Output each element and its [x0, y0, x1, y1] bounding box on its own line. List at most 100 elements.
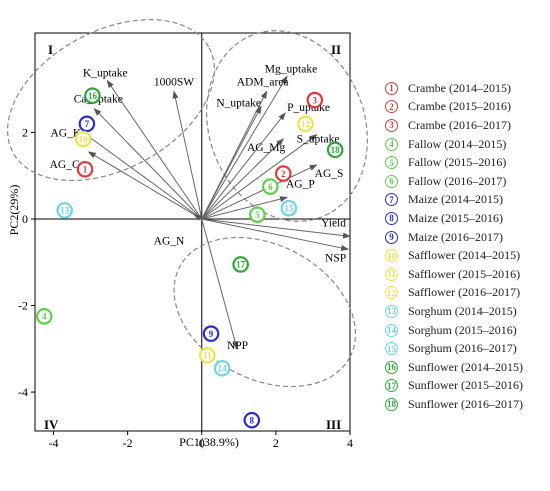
- vector-label: AG_K: [51, 128, 82, 140]
- x-tick-label: 4: [347, 436, 353, 450]
- axis-ticks: -4 -2 0 2 4 -4 -2 0 2: [18, 126, 353, 451]
- legend-marker: 1: [385, 81, 398, 95]
- score-point-marker: [280, 199, 298, 217]
- loading-vector-k-uptake: [106, 79, 203, 220]
- score-point-marker: [249, 206, 266, 223]
- score-point: 1: [76, 160, 94, 178]
- loading-vector-n-uptake: [201, 105, 262, 220]
- score-point-label: 5: [255, 210, 260, 220]
- score-point: 2: [274, 165, 292, 182]
- score-point-marker: [78, 115, 96, 133]
- score-point: 10: [74, 130, 92, 148]
- score-point-label: 1: [83, 165, 88, 175]
- legend-item: 10 Safflower (2014–2015): [385, 246, 550, 265]
- score-point: 16: [84, 87, 101, 105]
- loading-vectors: K_uptake1000SWCa_uptakeAG_KAG_CaMg_uptak…: [50, 63, 351, 352]
- legend-item: 15 Sorghum (2016–2017): [385, 339, 550, 358]
- legend-marker: 5: [385, 156, 398, 170]
- legend-item: 6 Fallow (2016–2017): [385, 172, 550, 191]
- score-point-label: 17: [236, 260, 246, 270]
- score-point-marker: [243, 411, 261, 429]
- score-point: 8: [243, 411, 261, 429]
- legend-label: Crambe (2015–2016): [408, 99, 511, 114]
- quadrant-label-III: III: [326, 417, 341, 432]
- legend-label: Maize (2015–2016): [408, 210, 503, 225]
- vector-label: AG_Mg: [247, 142, 286, 154]
- legend-label: Crambe (2016–2017): [408, 117, 511, 132]
- score-point-label: 16: [88, 91, 98, 101]
- score-point-label: 18: [331, 145, 341, 155]
- legend-label: Fallow (2015–2016): [408, 155, 507, 170]
- cluster-ellipse-quadrant-I: [6, 19, 215, 182]
- legend-item: 13 Sorghum (2014–2015): [385, 302, 550, 321]
- score-point: 6: [262, 178, 279, 195]
- loading-vector-ca-uptake: [93, 107, 203, 220]
- loading-vector-npp: [201, 218, 239, 350]
- legend-marker: 3: [385, 118, 398, 132]
- score-point-marker: [232, 256, 249, 273]
- legend-marker: 7: [385, 193, 398, 207]
- score-point-marker: [202, 325, 220, 342]
- legend-label: Sunflower (2015–2016): [408, 378, 523, 393]
- legend-item: 7 Maize (2014–2015): [385, 191, 550, 210]
- x-tick-label: 2: [273, 436, 279, 450]
- score-point-marker: [262, 178, 279, 195]
- score-point: 18: [326, 141, 344, 159]
- legend-marker: 14: [385, 323, 398, 337]
- vector-label: ADM_area: [237, 76, 289, 88]
- score-point: 5: [249, 206, 266, 223]
- y-tick-label: 2: [22, 126, 28, 140]
- vector-label: AG_S: [315, 168, 344, 180]
- score-point-marker: [199, 346, 216, 364]
- score-point-label: 12: [301, 119, 311, 129]
- loading-vector-ag-p: [201, 196, 288, 220]
- score-point-marker: [306, 91, 324, 109]
- score-point: 14: [213, 359, 231, 377]
- loading-vector-ag-n: [193, 214, 203, 221]
- score-point-marker: [74, 130, 92, 148]
- score-point: 4: [35, 308, 53, 325]
- legend-label: Maize (2014–2015): [408, 192, 503, 207]
- y-tick-label: -2: [18, 299, 28, 313]
- legend-item: 14 Sorghum (2015–2016): [385, 321, 550, 340]
- loading-vector-mg-uptake: [201, 75, 288, 220]
- loading-vector-yield: [201, 218, 351, 239]
- y-tick-label: -4: [18, 385, 28, 399]
- legend: 1 Crambe (2014–2015) 2 Crambe (2015–2016) 3 C…: [385, 79, 550, 414]
- legend-label: Fallow (2014–2015): [408, 136, 507, 151]
- x-tick-label: -4: [49, 436, 59, 450]
- score-point-label: 15: [284, 204, 294, 214]
- legend-item: 16 Sunflower (2014–2015): [385, 358, 550, 377]
- legend-item: 4 Fallow (2014–2015): [385, 135, 550, 154]
- score-point: 12: [297, 115, 314, 133]
- loading-vector-ag-s: [201, 164, 318, 220]
- score-point: 9: [202, 325, 220, 342]
- score-point-label: 6: [268, 182, 273, 192]
- legend-marker: 18: [385, 397, 398, 411]
- score-point: 15: [280, 199, 298, 217]
- legend-label: Sorghum (2015–2016): [408, 322, 517, 337]
- cluster-ellipse-quadrant-II: [206, 30, 368, 222]
- score-point-marker: [297, 115, 314, 133]
- legend-label: Sunflower (2016–2017): [408, 396, 523, 411]
- cluster-ellipse-quadrant-III: [173, 236, 357, 388]
- legend-item: 1 Crambe (2014–2015): [385, 79, 550, 98]
- score-point-label: 3: [313, 95, 318, 105]
- legend-item: 11 Safflower (2015–2016): [385, 265, 550, 284]
- legend-marker: 8: [385, 211, 398, 225]
- loading-vector-p-uptake: [201, 112, 286, 220]
- score-point: 13: [56, 202, 73, 219]
- score-point: 17: [232, 256, 249, 273]
- vector-label: K_uptake: [83, 68, 128, 80]
- x-tick-label: -2: [123, 436, 133, 450]
- vector-label: S_uptake: [297, 134, 340, 146]
- score-point-marker: [56, 202, 73, 219]
- score-point-label: 11: [203, 351, 212, 361]
- score-point-label: 14: [218, 364, 228, 374]
- score-point-marker: [35, 308, 53, 325]
- legend-marker: 6: [385, 174, 398, 188]
- score-point-marker: [84, 87, 101, 105]
- plot-frame: [34, 32, 351, 432]
